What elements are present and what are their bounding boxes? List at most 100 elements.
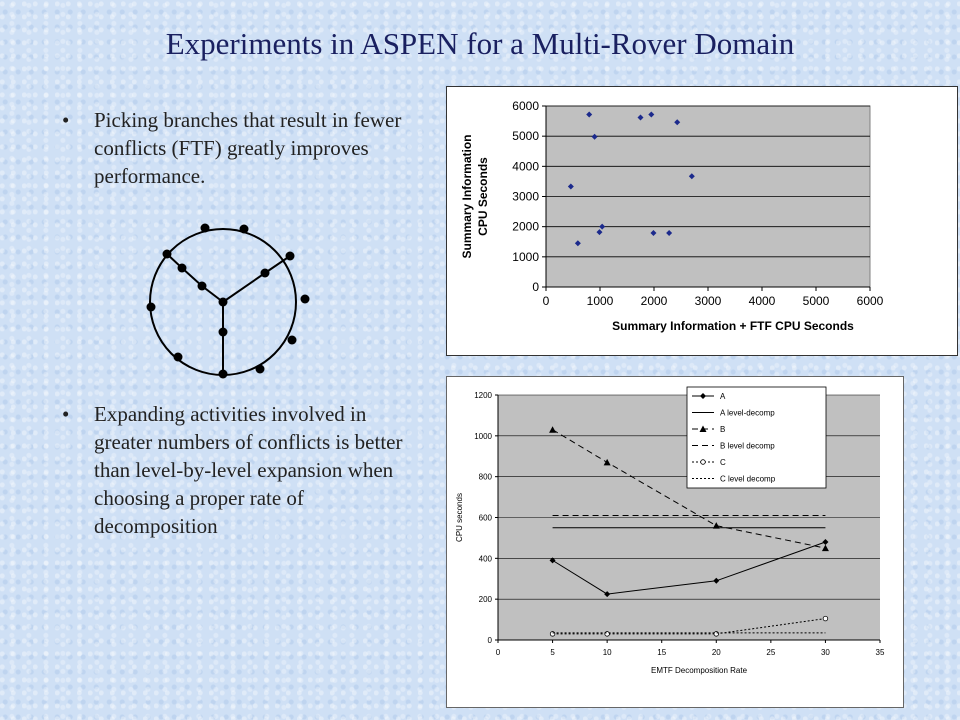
diagram-node <box>173 352 183 362</box>
scatter-point <box>650 230 657 237</box>
y-tick-label: 400 <box>479 554 493 563</box>
y-tick-label: 5000 <box>512 129 539 143</box>
y-tick-label: 1200 <box>474 391 492 400</box>
marker-diamond <box>604 591 611 598</box>
scatter-point <box>599 223 606 230</box>
diagram-node <box>300 294 310 304</box>
legend-box <box>686 386 827 489</box>
scatter-chart: 0 1000 2000 3000 4000 5000 6000 0 1000 2000 3000 40… <box>460 99 884 333</box>
y-tick-label: 800 <box>479 473 493 482</box>
bullet-text: Expanding activities involved in greater… <box>94 402 403 538</box>
marker-triangle <box>712 522 720 529</box>
x-axis-label: Summary Information + FTF CPU Seconds <box>612 319 854 333</box>
y-tick-label: 0 <box>532 280 539 294</box>
diagram-edge <box>264 255 291 274</box>
series-line <box>552 429 826 549</box>
x-tick-label: 5000 <box>803 294 830 308</box>
hierarchy-diagram <box>146 223 310 379</box>
scatter-point <box>574 240 581 247</box>
diagram-node <box>162 249 172 259</box>
bullet-marker: • <box>62 402 70 426</box>
slide-title: Experiments in ASPEN for a Multi-Rover D… <box>165 26 795 61</box>
diagram-node <box>197 281 207 291</box>
legend-label: A level-decomp <box>720 409 775 418</box>
diagram-node <box>239 224 249 234</box>
diagram-node <box>218 297 228 307</box>
y-tick-label: 1000 <box>474 432 492 441</box>
marker-triangle <box>549 426 557 433</box>
marker-circle <box>604 631 610 637</box>
marker-diamond <box>700 393 706 399</box>
marker-diamond <box>822 539 829 545</box>
diagram-node <box>260 268 270 278</box>
legend-label: B level decomp <box>720 442 775 451</box>
scatter-point <box>648 111 655 118</box>
marker-triangle <box>699 425 707 432</box>
x-tick-label: 10 <box>603 648 612 657</box>
x-tick-label: 2000 <box>641 294 668 308</box>
y-tick-label: 6000 <box>512 99 539 113</box>
marker-circle <box>822 615 829 622</box>
bullet-ftf: • Picking branches that result in fewer … <box>62 106 422 190</box>
x-tick-label: 20 <box>712 648 721 657</box>
marker-circle <box>700 459 706 465</box>
diagram-edge <box>222 272 266 303</box>
line-chart: 0 200 400 600 800 1000 1200 0 5 10 15 20 25 30 35 EMTF … <box>455 386 885 675</box>
marker-triangle <box>603 458 611 466</box>
legend-label: C <box>720 458 726 467</box>
y-tick-label: 2000 <box>512 220 539 234</box>
diagram-node <box>218 327 228 337</box>
y-tick-label: 1000 <box>512 250 539 264</box>
y-tick-label: 200 <box>479 595 493 604</box>
marker-triangle <box>821 544 829 552</box>
x-tick-label: 6000 <box>857 294 884 308</box>
scatter-point <box>586 111 593 118</box>
line-chart-panel: 0 200 400 600 800 1000 1200 0 5 10 15 20 25 30 35 EMTF … <box>446 376 904 708</box>
diagram-node <box>146 302 156 312</box>
marker-diamond <box>549 557 556 564</box>
x-tick-label: 30 <box>821 648 830 657</box>
x-tick-label: 15 <box>657 648 666 657</box>
legend-label: C level decomp <box>720 475 776 484</box>
y-tick-label: 3000 <box>512 190 539 204</box>
scatter-point <box>596 229 603 236</box>
scatter-point <box>674 119 681 126</box>
y-tick-label: 4000 <box>512 159 539 173</box>
x-tick-label: 5 <box>550 648 555 657</box>
bullet-decomposition: • Expanding activities involved in great… <box>62 400 422 540</box>
scatter-point <box>637 114 644 121</box>
diagram-node <box>285 251 295 261</box>
bullet-text: Picking branches that result in fewer co… <box>94 108 402 188</box>
scatter-point <box>666 230 673 237</box>
x-tick-label: 0 <box>543 294 550 308</box>
y-axis-label: CPU seconds <box>455 493 464 542</box>
scatter-chart-panel: 0 1000 2000 3000 4000 5000 6000 0 1000 2000 3000 40… <box>446 86 958 356</box>
y-tick-label: 600 <box>479 514 493 523</box>
marker-circle <box>549 631 556 637</box>
diagram-node <box>200 223 210 233</box>
marker-circle <box>713 631 719 637</box>
x-tick-label: 0 <box>496 648 501 657</box>
legend-label: A <box>720 392 726 401</box>
y-axis-label: Summary Information <box>460 134 474 258</box>
x-axis-label: EMTF Decomposition Rate <box>651 666 748 675</box>
x-tick-label: 3000 <box>695 294 722 308</box>
scatter-point <box>567 183 574 190</box>
diagram-node <box>218 369 228 379</box>
marker-diamond <box>713 577 720 584</box>
series-line <box>552 541 826 595</box>
diagram-node <box>177 263 187 273</box>
bullet-marker: • <box>62 108 70 132</box>
y-tick-label: 0 <box>488 636 493 645</box>
scatter-point <box>688 173 695 180</box>
legend-label: B <box>720 425 725 434</box>
x-tick-label: 1000 <box>587 294 614 308</box>
diagram-node <box>255 364 265 374</box>
x-tick-label: 25 <box>766 648 775 657</box>
series-line <box>552 618 826 635</box>
x-tick-label: 35 <box>876 648 885 657</box>
y-axis-label: CPU Seconds <box>476 157 490 236</box>
scatter-point <box>591 133 598 140</box>
diagram-node <box>287 335 297 345</box>
x-tick-label: 4000 <box>749 294 776 308</box>
